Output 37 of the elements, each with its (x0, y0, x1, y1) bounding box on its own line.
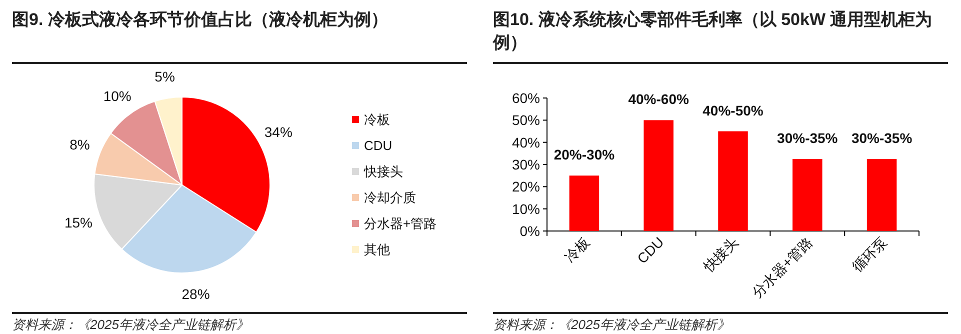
data-label: 8% (70, 136, 90, 153)
bar (866, 158, 897, 231)
y-tick-label: 60% (512, 90, 540, 106)
x-tick-label: 分水器+管路 (748, 234, 816, 300)
legend-label: 其他 (364, 242, 390, 257)
y-tick-label: 30% (512, 156, 540, 172)
legend-label: 分水器+管路 (364, 216, 437, 231)
bar (569, 176, 600, 231)
y-tick-label: 50% (512, 112, 540, 128)
annotation: 40%-60% (628, 91, 690, 108)
chart-title: 图10. 液冷系统核心零部件毛利率（以 50kW 通用型机柜为例） (493, 8, 948, 64)
bar (718, 131, 748, 231)
data-label: 15% (64, 214, 93, 230)
y-tick-label: 40% (512, 134, 540, 150)
annotation: 30%-35% (777, 130, 838, 146)
legend-label: 冷板 (364, 112, 390, 127)
bar (644, 120, 674, 231)
chart-title: 图9. 冷板式液冷各环节价值占比（液冷机柜为例） (12, 8, 467, 64)
bar (792, 158, 822, 231)
y-tick-label: 0% (520, 223, 540, 239)
text: 资料来源：《2025年液冷全产业链解析》 (12, 312, 467, 334)
y-tick-label: 10% (512, 200, 540, 217)
text: 资料来源：《2025年液冷全产业链解析》 (493, 312, 948, 334)
data-label: 28% (182, 286, 210, 302)
legend-label: CDU (364, 138, 392, 153)
annotation: 30%-35% (851, 130, 913, 146)
data-label: 34% (264, 124, 292, 140)
x-tick-label: 循环泵 (848, 234, 890, 275)
legend-label: 冷却介质 (364, 190, 416, 205)
x-tick-label: 冷板 (561, 234, 592, 265)
data-label: 10% (103, 88, 132, 104)
annotation: 20%-30% (554, 146, 616, 163)
x-tick-label: 快接头 (699, 234, 742, 276)
y-tick-label: 20% (512, 178, 540, 195)
legend-label: 快接头 (363, 164, 403, 179)
annotation: 40%-50% (702, 102, 764, 118)
data-label: 5% (154, 68, 175, 84)
